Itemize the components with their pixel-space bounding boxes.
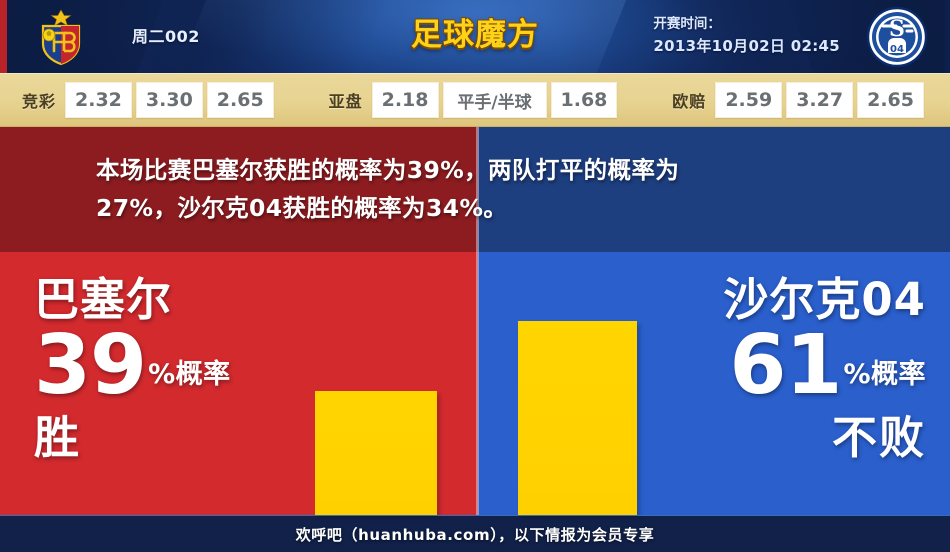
bar-away-probability bbox=[518, 321, 637, 515]
odds-label-oupei: 欧赔 bbox=[672, 92, 707, 111]
odds-label-jingcai: 竞彩 bbox=[22, 92, 57, 111]
away-verdict: 不败 bbox=[831, 411, 926, 465]
schalke-04-crest-icon: 04 S bbox=[866, 6, 928, 68]
odds-value-yapan-away[interactable]: 1.68 bbox=[550, 82, 618, 118]
footer-text: 欢呼吧（huanhuba.com），以下情报为会员专享 bbox=[295, 525, 655, 544]
brand-title: 足球魔方 bbox=[411, 17, 539, 53]
odds-value-jingcai-home[interactable]: 2.32 bbox=[65, 82, 132, 118]
home-verdict: 胜 bbox=[34, 411, 82, 465]
odds-value-yapan-home[interactable]: 2.18 bbox=[371, 82, 439, 118]
odds-group-jingcai: 竞彩 2.32 3.30 2.65 bbox=[22, 82, 278, 118]
odds-value-yapan-handicap[interactable]: 平手/半球 bbox=[442, 82, 547, 118]
away-team-block: 沙尔克04 61 %概率 不败 bbox=[723, 277, 926, 460]
summary-line-1: 本场比赛巴塞尔获胜的概率为39%，两队打平的概率为 bbox=[96, 156, 680, 184]
odds-value-jingcai-away[interactable]: 2.65 bbox=[206, 82, 274, 118]
away-team-name: 沙尔克04 bbox=[723, 273, 926, 326]
bar-home-probability bbox=[315, 391, 437, 515]
probability-summary: 本场比赛巴塞尔获胜的概率为39%，两队打平的概率为 27%，沙尔克04获胜的概率… bbox=[96, 151, 856, 227]
svg-text:04: 04 bbox=[890, 44, 904, 55]
header-sheen bbox=[165, 0, 635, 73]
svg-text:S: S bbox=[889, 16, 905, 42]
odds-bar: 竞彩 2.32 3.30 2.65 亚盘 2.18 平手/半球 1.68 欧赔 … bbox=[0, 73, 950, 127]
summary-line-2: 27%，沙尔克04获胜的概率为34%。 bbox=[96, 194, 508, 223]
fc-basel-crest-icon bbox=[41, 9, 81, 66]
home-team-block: 巴塞尔 39 %概率 胜 bbox=[34, 277, 231, 460]
center-divider bbox=[476, 127, 479, 515]
home-team-name: 巴塞尔 bbox=[34, 273, 173, 326]
odds-group-yapan: 亚盘 2.18 平手/半球 1.68 bbox=[329, 82, 622, 118]
away-probability: 61 %概率 bbox=[723, 318, 926, 413]
odds-value-oupei-home[interactable]: 2.59 bbox=[715, 82, 783, 118]
kickoff-time-block: 开赛时间： 2013年10月02日 02:45 bbox=[653, 14, 840, 58]
header-left-accent bbox=[0, 0, 7, 73]
away-percent-suffix: %概率 bbox=[843, 359, 926, 391]
header-right-accent bbox=[945, 0, 950, 73]
home-percent-number: 39 bbox=[34, 318, 147, 413]
away-percent-number: 61 bbox=[729, 318, 842, 413]
main-panel: 本场比赛巴塞尔获胜的概率为39%，两队打平的概率为 27%，沙尔克04获胜的概率… bbox=[0, 127, 950, 515]
odds-label-yapan: 亚盘 bbox=[328, 92, 363, 111]
kickoff-label: 开赛时间： bbox=[653, 16, 721, 32]
odds-value-oupei-draw[interactable]: 3.27 bbox=[786, 82, 854, 118]
match-number: 周二002 bbox=[132, 27, 200, 46]
away-band-top bbox=[478, 127, 950, 252]
home-half bbox=[0, 127, 478, 515]
home-percent-suffix: %概率 bbox=[148, 359, 231, 391]
odds-value-oupei-away[interactable]: 2.65 bbox=[857, 82, 924, 118]
odds-group-oupei: 欧赔 2.59 3.27 2.65 bbox=[672, 82, 928, 118]
odds-value-jingcai-draw[interactable]: 3.30 bbox=[135, 82, 203, 118]
kickoff-value: 2013年10月02日 02:45 bbox=[653, 36, 840, 55]
footer-bar: 欢呼吧（huanhuba.com），以下情报为会员专享 bbox=[0, 515, 950, 552]
home-band-top bbox=[0, 127, 478, 252]
home-probability: 39 %概率 bbox=[34, 318, 231, 413]
header-bar: 周二002 足球魔方 开赛时间： 2013年10月02日 02:45 04 S bbox=[0, 0, 950, 73]
